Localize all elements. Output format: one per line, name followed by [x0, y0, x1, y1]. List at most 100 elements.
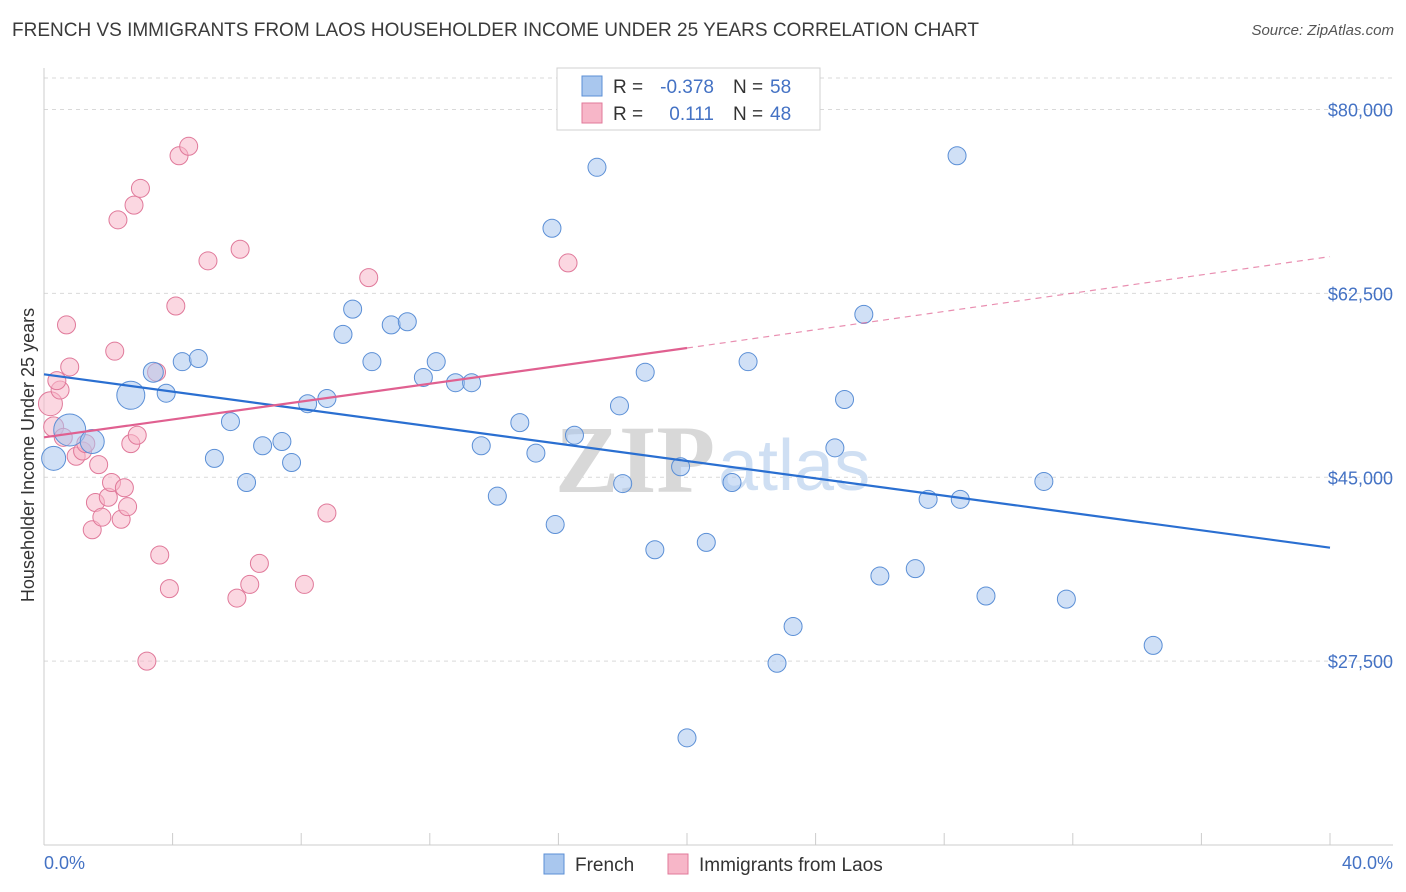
legend-n-value-laos: 48 [770, 104, 791, 125]
french-point [413, 367, 433, 387]
laos-point [57, 315, 77, 335]
french-point [426, 352, 446, 372]
watermark-atlas: atlas [718, 426, 870, 506]
laos-point [60, 357, 80, 377]
legend-r-value-french: -0.378 [660, 77, 714, 98]
y-tick-label: $45,000 [1328, 468, 1393, 488]
bottom-legend-swatch-french [543, 853, 565, 875]
french-point [835, 390, 855, 410]
legend-r-label-laos: R = [613, 104, 643, 125]
french-point [783, 616, 803, 636]
french-point [237, 473, 257, 493]
laos-point [108, 210, 128, 230]
chart-title: FRENCH VS IMMIGRANTS FROM LAOS HOUSEHOLD… [12, 20, 980, 41]
french-point [767, 653, 787, 673]
laos-point [114, 478, 134, 498]
french-point [362, 352, 382, 372]
laos-point [558, 253, 578, 273]
laos-point [294, 574, 314, 594]
laos-point [92, 507, 112, 527]
french-point [1143, 635, 1163, 655]
french-point [116, 380, 146, 410]
bottom-legend-label-french: French [575, 855, 634, 876]
legend-n-label-laos: N = [733, 104, 763, 125]
legend-r-label-french: R = [613, 77, 643, 98]
french-point [487, 486, 507, 506]
legend-n-value-french: 58 [770, 77, 791, 98]
y-tick-label: $62,500 [1328, 284, 1393, 304]
laos-point [159, 579, 179, 599]
french-point [542, 218, 562, 238]
stats-legend: R = -0.378 N = 58 R = 0.111 N = 48 [556, 67, 821, 131]
french-point [677, 728, 697, 748]
french-point [947, 146, 967, 166]
french-point [272, 432, 292, 452]
french-point [738, 352, 758, 372]
y-tick-label: $27,500 [1328, 652, 1393, 672]
french-point [343, 299, 363, 319]
laos-point [82, 520, 102, 540]
laos-point [317, 503, 337, 523]
french-point [870, 566, 890, 586]
laos-point [179, 136, 199, 156]
french-point [825, 438, 845, 458]
french-point [397, 312, 417, 332]
french-point [976, 586, 996, 606]
laos-point [227, 588, 247, 608]
laos-point [166, 296, 186, 316]
laos-point [118, 497, 138, 517]
laos-point [359, 268, 379, 288]
y-tick-label: $80,000 [1328, 101, 1393, 121]
french-point [613, 474, 633, 494]
french-point [609, 396, 629, 416]
laos-point [137, 651, 157, 671]
watermark-zip: ZIP [555, 406, 715, 513]
french-point [381, 315, 401, 335]
french-point [545, 515, 565, 535]
grid-lines [44, 77, 1393, 662]
laos-point [240, 574, 260, 594]
laos-point [130, 178, 150, 198]
tick-labels: $27,500 $45,000 $62,500 $80,000 0.0% 40.0% [44, 101, 1393, 873]
series-french-points [41, 146, 1163, 748]
laos-trend-line [43, 346, 688, 439]
french-point [671, 457, 691, 477]
french-point [1034, 471, 1054, 491]
laos-point [124, 195, 144, 215]
legend-n-label-french: N = [733, 77, 763, 98]
french-point [905, 559, 925, 579]
french-point [526, 443, 546, 463]
legend-swatch-laos [581, 102, 603, 124]
bottom-legend-label-laos: Immigrants from Laos [699, 855, 883, 876]
french-point [253, 436, 273, 456]
x-tick-label: 0.0% [44, 853, 85, 873]
french-point [333, 324, 353, 344]
laos-point [150, 545, 170, 565]
laos-point [105, 341, 125, 361]
french-point [722, 473, 742, 493]
french-trend-line [43, 373, 1331, 549]
french-point [564, 425, 584, 445]
legend-r-value-laos: 0.111 [669, 104, 714, 125]
y-axis-label: Householder Income Under 25 years [18, 308, 38, 602]
french-point [854, 304, 874, 324]
french-point [587, 157, 607, 177]
french-point [156, 383, 176, 403]
chart-source: Source: ZipAtlas.com [1251, 22, 1394, 39]
french-point [282, 453, 302, 473]
french-point [172, 352, 192, 372]
trend-lines [43, 256, 1331, 549]
laos-point [89, 455, 109, 475]
legend-swatch-french [581, 75, 603, 97]
french-point [471, 436, 491, 456]
french-point [645, 540, 665, 560]
watermark: ZIP atlas [555, 406, 870, 513]
laos-point [249, 553, 269, 573]
bottom-legend-swatch-laos [667, 853, 689, 875]
french-point [220, 412, 240, 432]
laos-point [198, 251, 218, 271]
laos-point [127, 425, 147, 445]
french-point [446, 373, 466, 393]
french-point [635, 362, 655, 382]
